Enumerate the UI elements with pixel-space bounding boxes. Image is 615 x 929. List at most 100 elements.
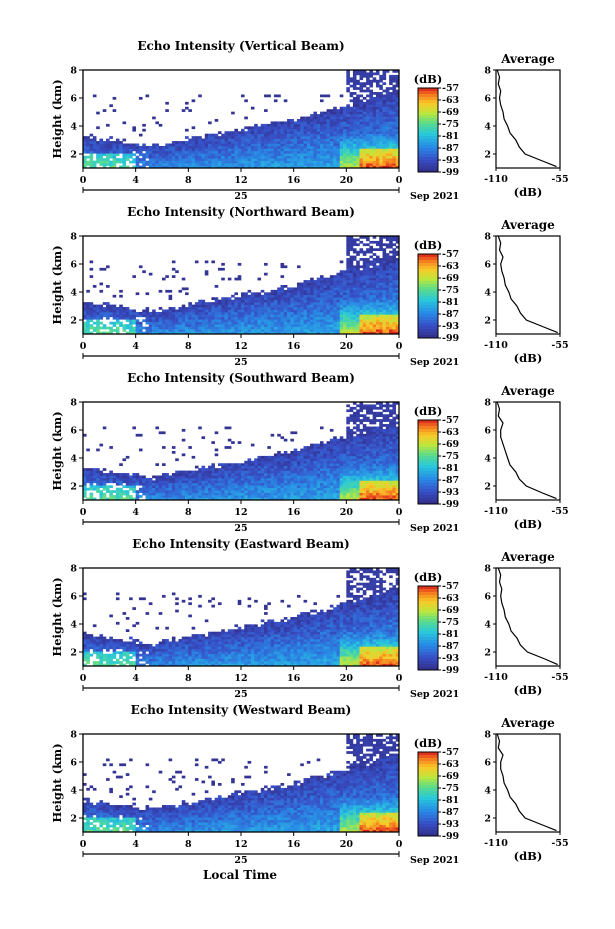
heatmap-cell [96, 448, 100, 452]
heatmap-cell [329, 141, 334, 144]
heatmap-cell [310, 158, 314, 161]
heatmap-cell [382, 143, 387, 147]
heatmap-cell [323, 111, 327, 115]
heatmap-cell [343, 272, 347, 276]
heatmap-cell [372, 145, 377, 149]
heatmap-cell [158, 158, 163, 161]
heatmap-cell [349, 243, 354, 247]
heatmap-cell [313, 448, 318, 452]
heatmap-cell [280, 121, 285, 125]
heatmap-cell [369, 145, 373, 149]
heatmap-cell [352, 104, 357, 108]
heatmap-cell [191, 326, 196, 330]
heatmap-cell [231, 497, 235, 501]
heatmap-cell [250, 145, 255, 149]
heatmap-cell [254, 490, 258, 493]
heatmap-cell [375, 116, 380, 120]
heatmap-cell [323, 302, 327, 305]
heatmap-cell [214, 468, 219, 471]
heatmap-cell [310, 487, 314, 491]
heatmap-cell [106, 138, 110, 142]
heatmap-cell [356, 311, 360, 315]
heatmap-cell [224, 133, 229, 137]
heatmap-cell [290, 475, 294, 479]
heatmap-cell [273, 302, 278, 305]
heatmap-cell [181, 153, 186, 157]
heatmap-cell [221, 267, 225, 271]
heatmap-cell [395, 121, 400, 125]
heatmap-cell [231, 131, 235, 134]
heatmap-cell [102, 331, 107, 335]
heatmap-cell [359, 285, 364, 288]
heatmap-cell [316, 473, 321, 476]
heatmap-cell [125, 475, 130, 479]
heatmap-cell [148, 145, 153, 149]
heatmap-cell [175, 480, 179, 484]
heatmap-cell [290, 165, 294, 169]
heatmap-cell [181, 150, 186, 154]
heatmap-cell [287, 485, 291, 489]
heatmap-cell [198, 490, 202, 493]
heatmap-cells [83, 236, 400, 335]
heatmap-cell [369, 138, 373, 142]
heatmap-cell [389, 79, 393, 83]
heatmap-cell [395, 272, 400, 276]
heatmap-cell [185, 324, 189, 327]
heatmap-cell [392, 299, 397, 303]
heatmap-cell [333, 465, 337, 469]
heatmap-cell [352, 155, 357, 159]
heatmap-cell [254, 314, 258, 318]
heatmap-cell [296, 311, 301, 315]
heatmap-cell [296, 482, 301, 486]
heatmap-cell [138, 153, 143, 157]
day-label: 25 [234, 191, 247, 202]
heatmap-cell [329, 145, 334, 149]
heatmap-cell [375, 70, 380, 73]
heatmap-cell [138, 329, 143, 332]
heatmap-cell [382, 282, 387, 286]
heatmap-cell [283, 468, 288, 471]
heatmap-cell [389, 96, 393, 100]
heatmap-cell [132, 331, 136, 335]
heatmap-cell [171, 324, 176, 327]
heatmap-cell [329, 311, 334, 315]
heatmap-cell [178, 321, 183, 325]
heatmap-cell [273, 126, 278, 130]
heatmap-cell [277, 473, 281, 476]
heatmap-cell [372, 280, 377, 283]
heatmap-cell [372, 165, 377, 169]
heatmap-cell [191, 148, 196, 152]
heatmap-cell [224, 329, 229, 332]
heatmap-cell [385, 319, 390, 323]
heatmap-cell [175, 155, 179, 159]
heatmap-cell [323, 289, 327, 293]
heatmap-cell [352, 240, 357, 244]
heatmap-cell [395, 331, 400, 335]
heatmap-cell [310, 285, 314, 288]
heatmap-cell [188, 138, 192, 142]
heatmap-cell [247, 324, 252, 327]
heatmap-cell [194, 307, 199, 310]
heatmap-cell [99, 141, 104, 144]
heatmap-cell [303, 287, 308, 291]
heatmap-cell [293, 302, 298, 305]
heatmap-cell [359, 307, 364, 310]
heatmap-cell [290, 121, 294, 125]
heatmap-cell [333, 475, 337, 479]
heatmap-cell [346, 250, 350, 254]
heatmap-cell [346, 326, 350, 330]
heatmap-cell [241, 143, 245, 147]
heatmap-cell [329, 282, 334, 286]
heatmap-cell [198, 329, 202, 332]
heatmap-cell [372, 267, 377, 271]
heatmap-cell [395, 236, 400, 239]
heatmap-cell [382, 316, 387, 320]
heatmap-cell [316, 116, 321, 120]
heatmap-cell [277, 126, 281, 130]
heatmap-cell [191, 138, 196, 142]
heatmap-cell [241, 316, 245, 320]
heatmap-cell [296, 463, 301, 466]
heatmap-cell [178, 331, 183, 335]
heatmap-cell [349, 236, 354, 239]
heatmap-cell [132, 497, 136, 501]
